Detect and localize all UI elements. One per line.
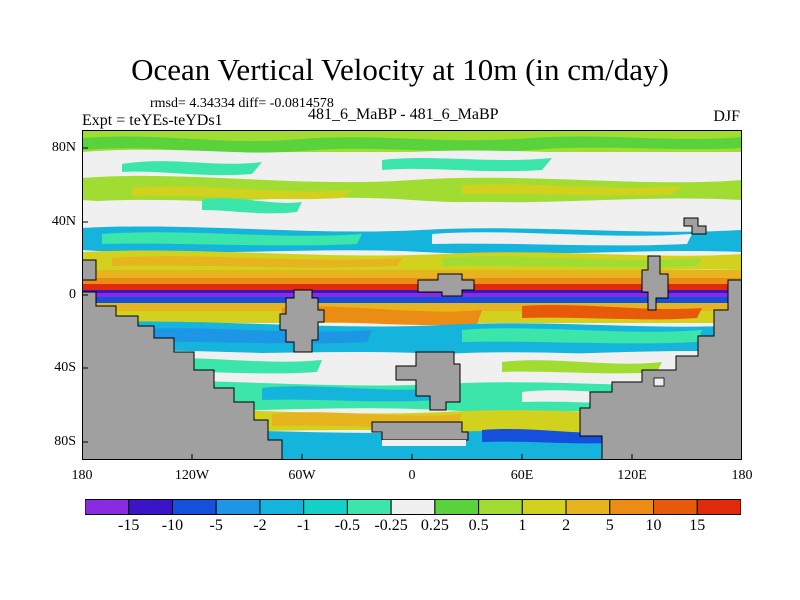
colorbar-label: -10	[161, 517, 184, 534]
colorbar-box	[478, 499, 523, 515]
land-mask	[82, 217, 742, 460]
map-panel	[82, 130, 742, 460]
colorbar-box	[653, 499, 698, 515]
colorbar-box	[85, 499, 130, 515]
colorbar-label: 15	[689, 517, 706, 534]
colorbar-label: 5	[605, 517, 614, 534]
case-label: 481_6_MaBP - 481_6_MaBP	[308, 106, 499, 123]
colorbar-box	[215, 499, 261, 515]
lat-label-40s: 40S	[54, 360, 76, 375]
tick-marks	[82, 147, 633, 460]
field-equator	[82, 270, 742, 326]
lat-label-80n: 80N	[51, 140, 76, 155]
field-north	[82, 130, 742, 274]
white-patches	[382, 377, 665, 446]
colorbar-box	[303, 499, 348, 515]
lon-label-60e: 60E	[510, 468, 534, 483]
experiment-label: Expt = teYEs-teYDs1	[82, 112, 223, 129]
colorbar-label: 2	[562, 517, 571, 534]
lat-label-80s: 80S	[54, 434, 76, 449]
lon-label-180w: 180	[71, 468, 93, 483]
lon-label-180e: 180	[731, 468, 753, 483]
colorbar-label: 1	[518, 517, 527, 534]
colorbar-label: -5	[209, 517, 223, 534]
colorbar-label: 0.5	[468, 517, 489, 534]
colorbar-box	[521, 499, 567, 515]
lat-label-40n: 40N	[51, 214, 76, 229]
colorbar-label: -0.5	[334, 517, 361, 534]
lat-label-0: 0	[69, 287, 76, 302]
colorbar-box	[390, 499, 436, 515]
lon-label-0: 0	[408, 468, 416, 483]
lon-label-120e: 120E	[617, 468, 647, 483]
lon-label-120w: 120W	[174, 468, 210, 483]
lon-label-60w: 60W	[288, 468, 316, 483]
colorbar-box	[171, 499, 217, 515]
map-title: Ocean Vertical Velocity at 10m (in cm/da…	[131, 52, 669, 87]
colorbar	[85, 499, 741, 515]
season-label: DJF	[713, 108, 740, 125]
colorbar-box	[609, 499, 655, 515]
colorbar-box	[259, 499, 305, 515]
colorbar-label: 10	[645, 517, 662, 534]
colorbar-box	[434, 499, 480, 515]
colorbar-box	[565, 499, 611, 515]
colorbar-label: -1	[296, 517, 311, 534]
stats-label: rmsd= 4.34334 diff= -0.0814578	[150, 96, 334, 111]
colorbar-label: 0.25	[420, 517, 449, 534]
colorbar-box	[128, 499, 173, 515]
colorbar-box	[346, 499, 392, 515]
colorbar-label: -0.25	[374, 517, 408, 534]
colorbar-box	[696, 499, 741, 515]
colorbar-label: -2	[253, 517, 267, 534]
colorbar-label: -15	[118, 517, 140, 534]
